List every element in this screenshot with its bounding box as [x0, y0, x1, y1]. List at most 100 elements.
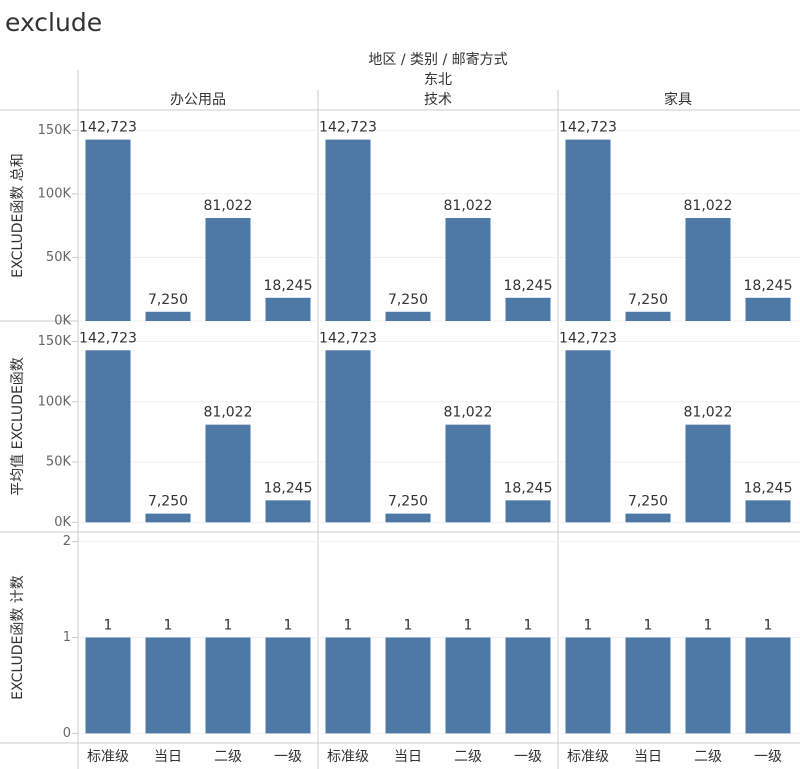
bar — [685, 218, 731, 321]
data-label: 1 — [164, 618, 173, 634]
data-label: 18,245 — [504, 480, 553, 496]
x-tick-label: 当日 — [394, 749, 422, 765]
bar — [265, 500, 311, 523]
x-tick-label: 当日 — [154, 749, 182, 765]
bar — [265, 637, 311, 734]
y-tick-label: 0K — [54, 515, 71, 530]
column-header: 技术 — [424, 92, 452, 108]
data-label: 18,245 — [264, 278, 313, 294]
title: exclude — [5, 8, 102, 37]
data-label: 7,250 — [148, 292, 188, 308]
y-tick-label: 0 — [63, 726, 71, 741]
data-label: 1 — [644, 618, 653, 634]
bar — [685, 637, 731, 734]
data-label: 142,723 — [319, 330, 377, 346]
bar — [85, 637, 131, 734]
bar — [145, 513, 191, 523]
x-tick-label: 标准级 — [87, 749, 129, 765]
y-axis-title: 平均值 EXCLUDE函数 — [10, 357, 26, 496]
bar — [745, 637, 791, 734]
bar — [145, 637, 191, 734]
data-label: 1 — [704, 618, 713, 634]
bar — [385, 637, 431, 734]
data-label: 7,250 — [388, 494, 428, 510]
bar — [565, 139, 611, 321]
y-tick-label: 100K — [38, 186, 72, 201]
y-tick-label: 2 — [63, 534, 71, 549]
bar — [325, 637, 371, 734]
data-label: 1 — [224, 618, 233, 634]
x-tick-label: 当日 — [634, 749, 662, 765]
region: 东北 — [424, 72, 452, 88]
data-label: 7,250 — [628, 292, 668, 308]
bar — [85, 350, 131, 523]
data-label: 1 — [104, 618, 113, 634]
bar — [625, 513, 671, 523]
data-label: 81,022 — [444, 405, 493, 421]
data-label: 7,250 — [148, 494, 188, 510]
bar — [325, 350, 371, 523]
y-tick-label: 50K — [46, 250, 72, 265]
data-label: 18,245 — [744, 480, 793, 496]
bar — [505, 500, 551, 523]
bar — [625, 637, 671, 734]
data-label: 81,022 — [684, 405, 733, 421]
bar — [505, 297, 551, 321]
data-label: 142,723 — [79, 120, 137, 136]
y-tick-label: 0K — [54, 314, 71, 329]
bar — [205, 424, 251, 523]
data-label: 142,723 — [319, 120, 377, 136]
bar — [205, 218, 251, 321]
bar — [325, 139, 371, 321]
x-tick-label: 二级 — [454, 749, 482, 765]
bar — [505, 637, 551, 734]
data-label: 18,245 — [504, 278, 553, 294]
column-header: 办公用品 — [170, 92, 226, 108]
bar — [445, 637, 491, 734]
x-tick-label: 标准级 — [327, 749, 369, 765]
column-header: 家具 — [664, 91, 692, 108]
y-tick-label: 150K — [38, 123, 72, 138]
x-tick-label: 二级 — [694, 749, 722, 765]
x-tick-label: 一级 — [754, 749, 782, 765]
x-tick-label: 标准级 — [567, 749, 609, 765]
x-tick-label: 一级 — [274, 749, 302, 765]
data-label: 1 — [764, 618, 773, 634]
data-label: 1 — [404, 618, 413, 634]
bar — [565, 637, 611, 734]
bar — [385, 311, 431, 321]
x-tick-label: 一级 — [514, 749, 542, 765]
y-tick-label: 50K — [46, 455, 72, 470]
data-label: 142,723 — [79, 330, 137, 346]
y-tick-label: 1 — [63, 630, 71, 645]
data-label: 81,022 — [204, 198, 253, 214]
data-label: 18,245 — [744, 278, 793, 294]
data-label: 1 — [584, 618, 593, 634]
bar — [385, 513, 431, 523]
data-label: 1 — [524, 618, 533, 634]
x-tick-label: 二级 — [214, 749, 242, 765]
bar — [205, 637, 251, 734]
data-label: 7,250 — [628, 494, 668, 510]
y-axis-title: EXCLUDE函数 计数 — [10, 575, 26, 700]
data-label: 18,245 — [264, 480, 313, 496]
data-label: 81,022 — [684, 198, 733, 214]
y-tick-label: 150K — [38, 334, 72, 349]
data-label: 7,250 — [388, 292, 428, 308]
bar — [745, 500, 791, 523]
bar — [145, 311, 191, 321]
bar — [85, 139, 131, 321]
data-label: 142,723 — [559, 330, 617, 346]
bar — [625, 311, 671, 321]
y-axis-title: EXCLUDE函数 总和 — [10, 153, 26, 278]
header: 地区 / 类别 / 邮寄方式 — [368, 51, 507, 68]
y-tick-label: 100K — [38, 394, 72, 409]
data-label: 1 — [284, 618, 293, 634]
bar — [685, 424, 731, 523]
data-label: 142,723 — [559, 120, 617, 136]
data-label: 1 — [344, 618, 353, 634]
data-label: 81,022 — [204, 405, 253, 421]
data-label: 81,022 — [444, 198, 493, 214]
bar — [265, 297, 311, 321]
